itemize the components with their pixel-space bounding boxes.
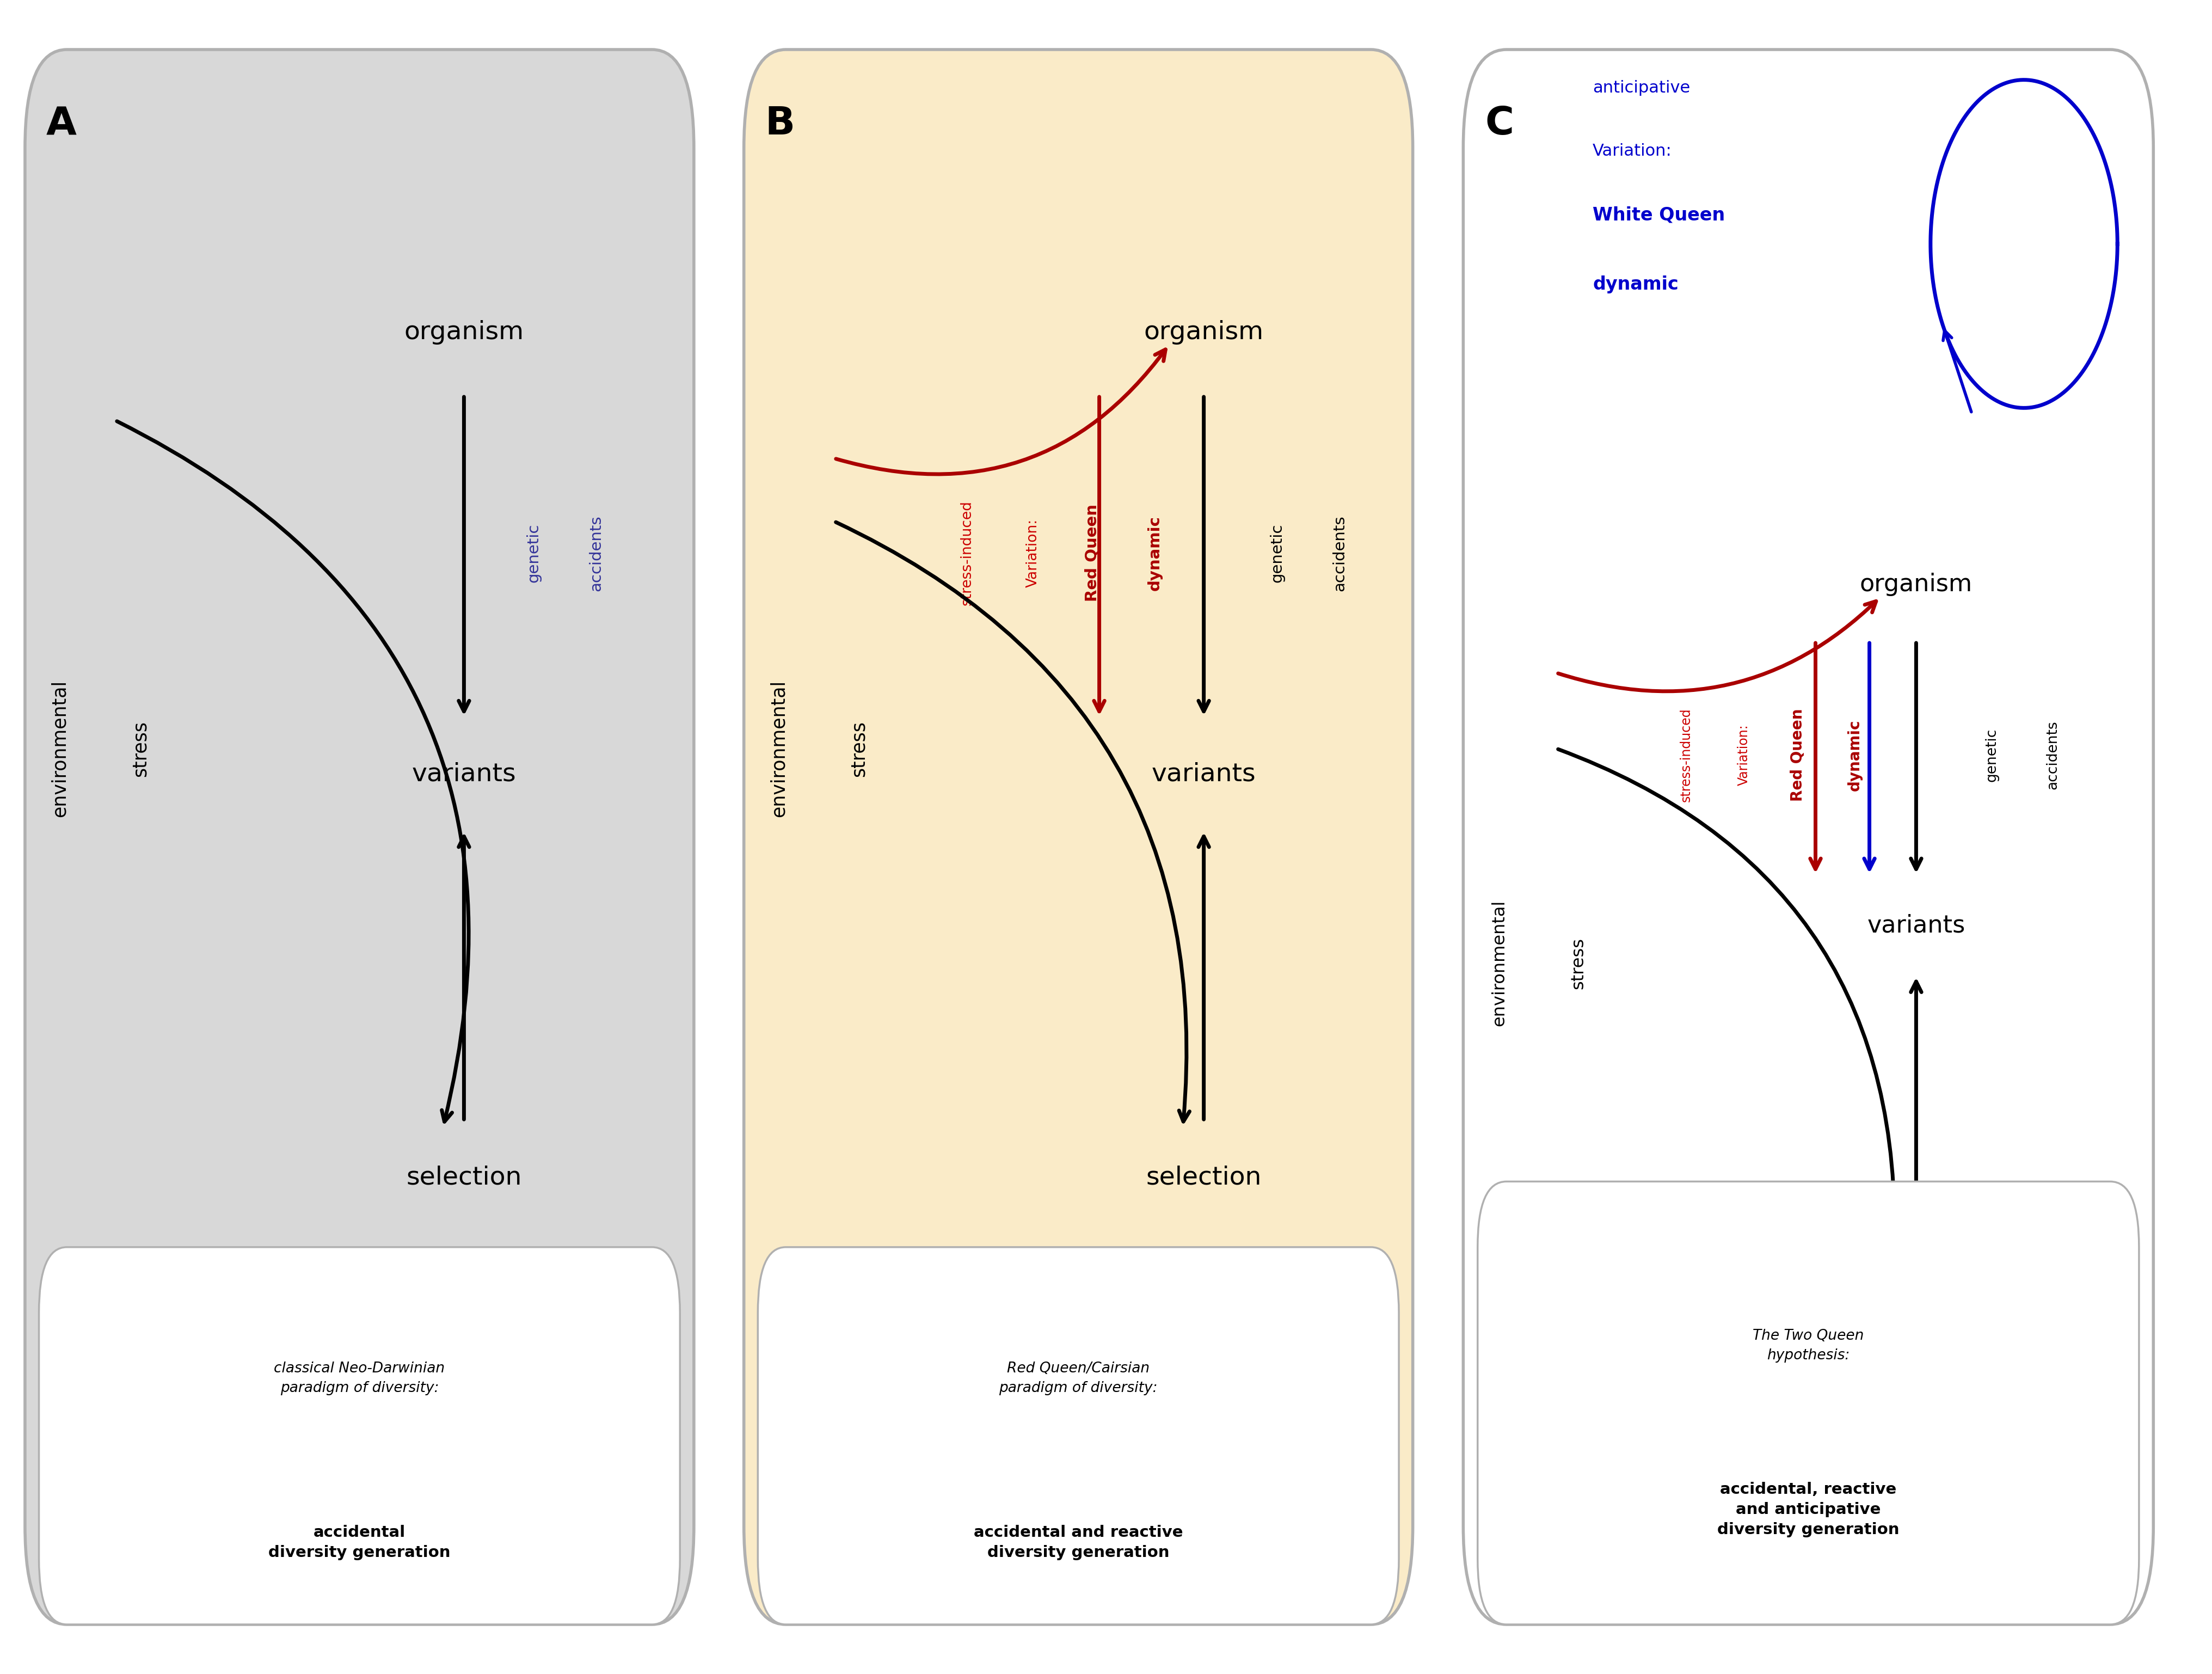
Text: Variation:: Variation: (1593, 142, 1672, 159)
Text: organism: organism (405, 320, 524, 345)
Text: accidents: accidents (1332, 516, 1347, 591)
Text: environmental: environmental (51, 680, 69, 817)
Text: variants: variants (1152, 762, 1256, 787)
Text: variants: variants (411, 762, 515, 787)
Text: accidental and reactive
diversity generation: accidental and reactive diversity genera… (973, 1525, 1183, 1560)
Text: Variation:: Variation: (1736, 725, 1750, 785)
Text: stress: stress (849, 720, 867, 777)
Text: stress-induced: stress-induced (960, 501, 973, 606)
Text: accidental
diversity generation: accidental diversity generation (268, 1525, 451, 1560)
Text: genetic: genetic (1270, 524, 1285, 583)
FancyBboxPatch shape (1464, 50, 2154, 1624)
Text: Red Queen: Red Queen (1084, 504, 1099, 601)
Text: The Two Queen
hypothesis:: The Two Queen hypothesis: (1752, 1329, 1865, 1363)
Text: accidents: accidents (588, 516, 604, 591)
Text: dynamic: dynamic (1847, 720, 1863, 790)
Text: genetic: genetic (1984, 728, 2000, 782)
Text: environmental: environmental (770, 680, 787, 817)
Text: accidents: accidents (2046, 720, 2059, 790)
Text: genetic: genetic (526, 524, 542, 583)
Text: C: C (1484, 105, 1513, 142)
FancyBboxPatch shape (743, 50, 1413, 1624)
Text: Variation:: Variation: (1026, 519, 1040, 588)
Text: stress: stress (1571, 937, 1586, 989)
Text: selection: selection (1863, 1267, 1971, 1291)
FancyBboxPatch shape (1478, 1182, 2139, 1624)
Text: accidental, reactive
and anticipative
diversity generation: accidental, reactive and anticipative di… (1717, 1481, 1900, 1537)
Text: organism: organism (1144, 320, 1263, 345)
Text: dynamic: dynamic (1593, 276, 1679, 293)
Text: Red Queen/Cairsian
paradigm of diversity:: Red Queen/Cairsian paradigm of diversity… (1000, 1361, 1157, 1394)
Text: environmental: environmental (1491, 901, 1509, 1026)
Text: selection: selection (1146, 1165, 1261, 1190)
Text: stress: stress (131, 720, 148, 777)
Text: White Queen: White Queen (1593, 206, 1725, 224)
Text: dynamic: dynamic (1148, 516, 1164, 591)
Text: A: A (46, 105, 75, 142)
Text: Red Queen: Red Queen (1790, 708, 1805, 802)
Text: organism: organism (1860, 573, 1973, 596)
Text: stress-induced: stress-induced (1679, 708, 1692, 802)
Text: selection: selection (407, 1165, 522, 1190)
Text: variants: variants (1867, 914, 1964, 937)
Text: B: B (765, 105, 794, 142)
Text: classical Neo-Darwinian
paradigm of diversity:: classical Neo-Darwinian paradigm of dive… (274, 1361, 445, 1394)
FancyBboxPatch shape (40, 1247, 679, 1624)
FancyBboxPatch shape (759, 1247, 1398, 1624)
Text: anticipative: anticipative (1593, 80, 1690, 95)
FancyBboxPatch shape (24, 50, 695, 1624)
